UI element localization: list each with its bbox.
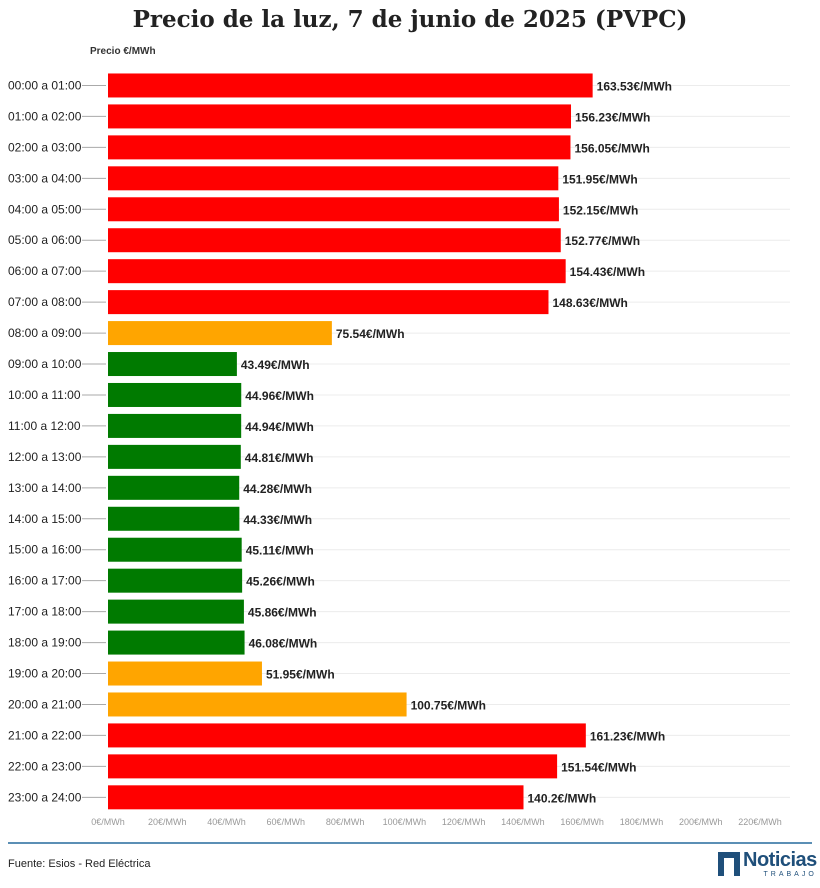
category-label: 06:00 a 07:00 (8, 264, 82, 278)
category-label: 20:00 a 21:00 (8, 697, 82, 711)
category-label: 18:00 a 19:00 (8, 636, 82, 650)
category-label: 21:00 a 22:00 (8, 728, 82, 742)
x-tick-label: 40€/MWh (207, 817, 246, 827)
bar (108, 785, 524, 810)
axis-caption: Precio €/MWh (90, 46, 156, 57)
bar (108, 104, 572, 129)
footer-divider (8, 842, 812, 844)
value-label: 45.11€/MWh (246, 544, 314, 558)
bar (108, 259, 566, 284)
category-label: 16:00 a 17:00 (8, 574, 82, 588)
value-label: 44.96€/MWh (245, 389, 314, 403)
x-tick-label: 60€/MWh (267, 817, 306, 827)
category-label: 00:00 a 01:00 (8, 78, 82, 92)
x-tick-label: 100€/MWh (383, 817, 427, 827)
value-label: 45.26€/MWh (246, 575, 315, 589)
bar (108, 568, 243, 593)
x-tick-label: 20€/MWh (148, 817, 187, 827)
x-tick-label: 160€/MWh (560, 817, 604, 827)
category-label: 10:00 a 11:00 (8, 388, 81, 402)
bar (108, 661, 262, 686)
value-label: 152.15€/MWh (563, 203, 638, 217)
value-label: 151.95€/MWh (562, 172, 637, 186)
category-label: 19:00 a 20:00 (8, 667, 82, 681)
value-label: 148.63€/MWh (552, 296, 627, 310)
logo-mark-icon (718, 852, 740, 876)
bar (108, 754, 558, 779)
bar (108, 444, 241, 469)
noticias-trabajo-logo: Noticias TRABAJO (718, 850, 817, 878)
value-label: 44.94€/MWh (245, 420, 314, 434)
category-label: 01:00 a 02:00 (8, 109, 82, 123)
bar (108, 692, 407, 717)
value-label: 151.54€/MWh (561, 760, 636, 774)
x-tick-label: 220€/MWh (738, 817, 782, 827)
x-tick-label: 0€/MWh (91, 817, 125, 827)
category-label: 13:00 a 14:00 (8, 481, 82, 495)
bar (108, 599, 244, 624)
value-label: 44.81€/MWh (245, 451, 314, 465)
logo-name: Noticias (743, 849, 817, 871)
category-label: 22:00 a 23:00 (8, 759, 82, 773)
value-label: 163.53€/MWh (597, 79, 672, 93)
bar (108, 630, 245, 655)
category-label: 08:00 a 09:00 (8, 326, 82, 340)
value-label: 161.23€/MWh (590, 729, 665, 743)
value-label: 43.49€/MWh (241, 358, 310, 372)
value-label: 154.43€/MWh (570, 265, 645, 279)
price-bar-chart: 0€/MWh 20€/MWh 40€/MWh 60€/MWh 80€/MWh 100€/M… (8, 73, 790, 827)
category-label: 12:00 a 13:00 (8, 450, 82, 464)
value-label: 156.05€/MWh (574, 141, 649, 155)
category-label: 04:00 a 05:00 (8, 202, 82, 216)
category-label: 05:00 a 06:00 (8, 233, 82, 247)
value-label: 51.95€/MWh (266, 668, 335, 682)
value-label: 75.54€/MWh (336, 327, 405, 341)
category-label: 11:00 a 12:00 (8, 419, 81, 433)
value-label: 44.28€/MWh (243, 482, 312, 496)
category-label: 15:00 a 16:00 (8, 543, 82, 557)
category-label: 07:00 a 08:00 (8, 295, 82, 309)
chart-title: Precio de la luz, 7 de junio de 2025 (PV… (132, 6, 688, 33)
bar (108, 352, 237, 377)
bar (108, 135, 571, 160)
value-label: 100.75€/MWh (411, 698, 486, 712)
value-label: 46.08€/MWh (249, 637, 318, 651)
bar (108, 73, 593, 98)
value-label: 45.86€/MWh (248, 606, 317, 620)
category-label: 17:00 a 18:00 (8, 605, 82, 619)
category-label: 09:00 a 10:00 (8, 357, 82, 371)
value-label: 140.2€/MWh (528, 791, 597, 805)
x-tick-label: 80€/MWh (326, 817, 365, 827)
bar (108, 475, 240, 500)
bar (108, 723, 586, 748)
category-label: 03:00 a 04:00 (8, 171, 82, 185)
bar (108, 413, 242, 438)
bar (108, 382, 242, 407)
category-label: 23:00 a 24:00 (8, 790, 82, 804)
x-tick-label: 200€/MWh (679, 817, 723, 827)
x-tick-label: 120€/MWh (442, 817, 486, 827)
value-label: 44.33€/MWh (243, 513, 312, 527)
bar (108, 506, 240, 531)
bar (108, 228, 561, 253)
value-label: 152.77€/MWh (565, 234, 640, 248)
bar (108, 197, 559, 222)
x-tick-label: 140€/MWh (501, 817, 545, 827)
x-tick-label: 180€/MWh (620, 817, 664, 827)
category-label: 02:00 a 03:00 (8, 140, 82, 154)
bar (108, 166, 559, 191)
bar (108, 290, 549, 315)
value-label: 156.23€/MWh (575, 110, 650, 124)
logo-subtitle: TRABAJO (763, 871, 817, 878)
source-note: Fuente: Esios - Red Eléctrica (8, 858, 151, 870)
bar (108, 321, 332, 346)
bar (108, 537, 242, 562)
category-label: 14:00 a 15:00 (8, 512, 82, 526)
